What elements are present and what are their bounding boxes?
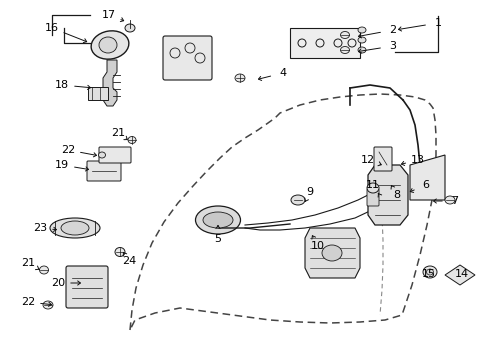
Text: 18: 18 — [55, 80, 69, 90]
FancyBboxPatch shape — [99, 147, 131, 163]
Ellipse shape — [290, 195, 305, 205]
Ellipse shape — [195, 206, 240, 234]
Ellipse shape — [426, 269, 433, 275]
Ellipse shape — [321, 245, 341, 261]
Ellipse shape — [43, 301, 53, 309]
Ellipse shape — [366, 183, 378, 193]
FancyBboxPatch shape — [366, 189, 378, 206]
Polygon shape — [88, 87, 108, 100]
Ellipse shape — [340, 46, 349, 54]
Text: 1: 1 — [434, 18, 441, 28]
Ellipse shape — [357, 47, 365, 53]
Text: 15: 15 — [421, 269, 435, 279]
Ellipse shape — [99, 37, 117, 53]
Ellipse shape — [203, 212, 232, 228]
Ellipse shape — [235, 74, 244, 82]
Ellipse shape — [91, 31, 129, 59]
Text: 17: 17 — [102, 10, 116, 20]
Text: 4: 4 — [279, 68, 286, 78]
Text: 5: 5 — [214, 234, 221, 244]
Text: 11: 11 — [365, 180, 379, 190]
Text: 16: 16 — [45, 23, 59, 33]
Text: 19: 19 — [55, 160, 69, 170]
Text: 3: 3 — [389, 41, 396, 51]
Text: 20: 20 — [51, 278, 65, 288]
Polygon shape — [367, 165, 407, 225]
Text: 7: 7 — [450, 196, 458, 206]
Text: 22: 22 — [21, 297, 35, 307]
Text: 8: 8 — [393, 190, 400, 200]
Ellipse shape — [98, 152, 105, 158]
Text: 2: 2 — [388, 25, 396, 35]
Text: 24: 24 — [122, 256, 136, 266]
Text: 23: 23 — [33, 223, 47, 233]
Ellipse shape — [422, 266, 436, 278]
Text: 21: 21 — [21, 258, 35, 268]
Ellipse shape — [128, 136, 136, 144]
FancyBboxPatch shape — [373, 147, 391, 171]
FancyBboxPatch shape — [66, 266, 108, 308]
Text: 10: 10 — [310, 241, 325, 251]
FancyBboxPatch shape — [163, 36, 212, 80]
Polygon shape — [103, 60, 117, 106]
Ellipse shape — [50, 218, 100, 238]
Ellipse shape — [357, 37, 365, 43]
Text: 22: 22 — [61, 145, 75, 155]
Text: 14: 14 — [454, 269, 468, 279]
Ellipse shape — [444, 196, 454, 204]
Text: 21: 21 — [111, 128, 125, 138]
Polygon shape — [305, 228, 359, 278]
Text: 6: 6 — [422, 180, 428, 190]
Ellipse shape — [115, 248, 125, 256]
Ellipse shape — [125, 24, 135, 32]
FancyBboxPatch shape — [87, 161, 121, 181]
Polygon shape — [409, 155, 444, 200]
Text: 12: 12 — [360, 155, 374, 165]
Polygon shape — [289, 28, 359, 58]
Text: 13: 13 — [410, 155, 424, 165]
Text: 9: 9 — [306, 187, 313, 197]
Ellipse shape — [340, 31, 349, 39]
Ellipse shape — [357, 27, 365, 33]
Polygon shape — [444, 265, 474, 285]
Ellipse shape — [40, 266, 48, 274]
Ellipse shape — [61, 221, 89, 235]
